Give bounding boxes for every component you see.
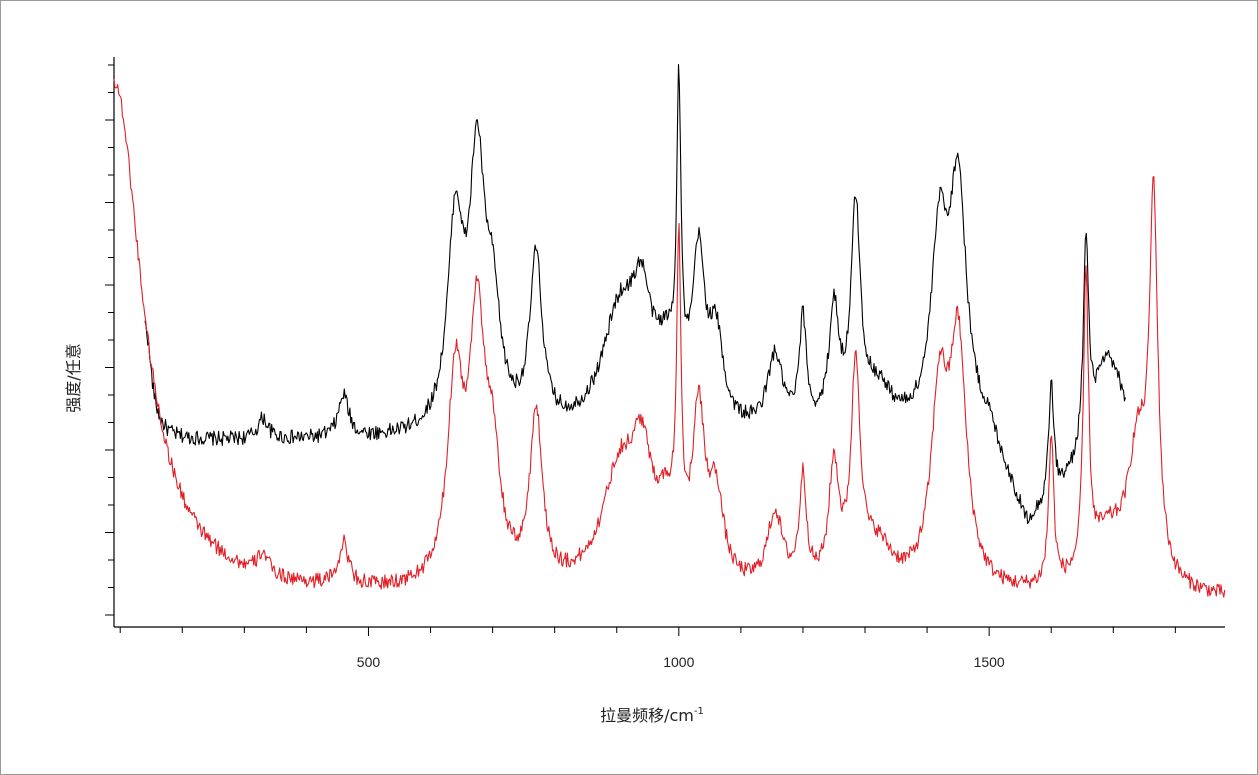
x-axis-title: 拉曼频移/cm-1: [600, 706, 704, 725]
series-line-2: [113, 78, 1226, 598]
x-tick-label: 1000: [663, 654, 694, 670]
x-axis-title-text: 拉曼频移/cm: [600, 706, 694, 725]
x-tick-label: 500: [357, 654, 381, 670]
x-tick-label: 1500: [974, 654, 1005, 670]
y-axis-title: 强度/任意: [64, 343, 83, 412]
x-axis-title-superscript: -1: [694, 706, 704, 717]
series-line-1: [144, 64, 1126, 525]
axes: 500 1000 1500: [105, 57, 1225, 670]
series-layer: [113, 64, 1226, 598]
